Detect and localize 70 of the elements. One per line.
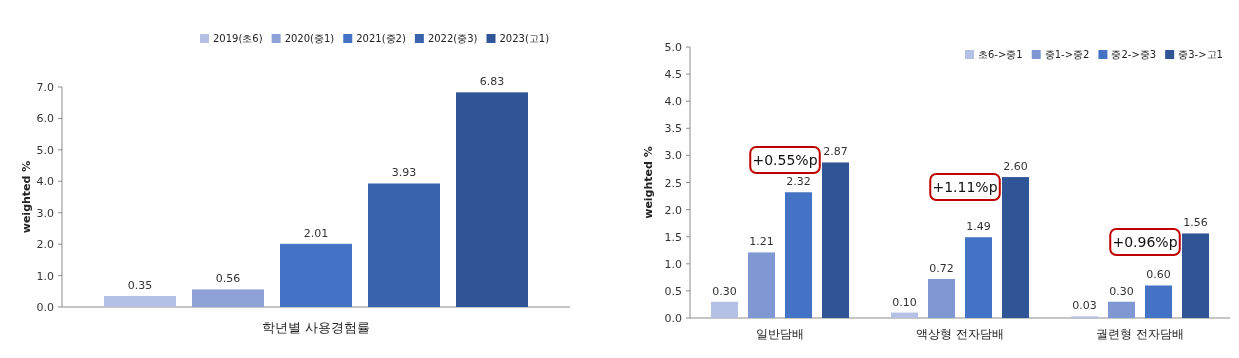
bar [822,162,849,318]
data-label: 1.49 [966,220,991,234]
data-label: 0.03 [1072,299,1097,313]
annotation: +0.96%p [1112,234,1178,250]
legend-label: 2021(중2) [356,33,406,44]
legend-label: 2023(고1) [499,33,550,44]
legend-label: 2019(초6) [213,33,263,44]
data-label: 2.32 [786,175,811,189]
x-tick-label: 액상형 전자담배 [916,327,1004,341]
data-label: 2.87 [823,145,848,159]
legend-label: 초6->중1 [978,49,1023,60]
bar [104,296,176,307]
data-label: 0.72 [929,261,954,275]
bar [280,243,352,307]
bar [928,278,955,318]
y-tick-label: 2.0 [664,203,682,217]
legend-label: 중2->중3 [1111,49,1157,60]
data-label: 0.10 [892,295,917,309]
bar [711,301,738,318]
annotation: +1.11%p [932,179,998,195]
x-tick-label: 일반담배 [756,327,804,341]
y-tick-label: 0.0 [36,301,54,314]
bar [368,183,440,307]
bar [1145,285,1172,318]
legend-label: 2022(중3) [427,33,478,44]
legend-label: 2020(중1) [284,33,335,44]
bar [1182,233,1209,318]
data-label: 0.35 [127,279,153,292]
y-tick-label: 1.5 [664,230,682,244]
data-label: 0.30 [712,284,737,298]
x-tick-label: 궐련형 전자담배 [1096,327,1184,341]
bar [785,192,812,318]
x-axis-title: 학년별 사용경험률 [261,320,371,335]
y-axis-title: weighted % [20,160,33,234]
bar [456,92,528,307]
data-label: 0.56 [215,272,241,286]
y-axis-title: weighted % [642,146,655,219]
data-label: 3.93 [391,166,417,180]
y-tick-label: 0.5 [664,284,682,298]
y-tick-label: 4.0 [36,175,54,189]
bar [192,289,264,307]
data-label: 2.01 [303,226,329,240]
y-tick-label: 5.0 [36,143,54,157]
y-tick-label: 0.0 [664,312,682,325]
annotation: +0.55%p [752,152,818,168]
y-tick-label: 3.0 [36,206,54,220]
bar [891,312,918,318]
data-label: 6.83 [479,75,505,89]
y-tick-label: 7.0 [36,81,54,94]
data-label: 1.21 [749,235,774,249]
y-tick-label: 6.0 [36,112,54,126]
y-tick-label: 4.0 [664,95,682,109]
data-label: 2.60 [1003,160,1028,174]
legend-label: 중1->중2 [1044,49,1090,60]
y-tick-label: 1.0 [664,257,682,271]
y-tick-label: 5.0 [664,41,682,54]
y-tick-label: 4.5 [664,68,682,82]
bar [965,237,992,318]
y-tick-label: 3.0 [664,149,682,163]
data-label: 0.60 [1146,268,1171,282]
bar [1108,301,1135,318]
y-tick-label: 3.5 [664,122,682,136]
data-label: 1.56 [1183,216,1208,230]
data-label: 0.30 [1109,284,1134,298]
y-tick-label: 1.0 [36,269,54,283]
bar [748,252,775,318]
y-tick-label: 2.5 [664,176,682,190]
legend-label: 중3->고1 [1178,49,1223,60]
bar [1002,177,1029,318]
y-tick-label: 2.0 [36,238,54,252]
